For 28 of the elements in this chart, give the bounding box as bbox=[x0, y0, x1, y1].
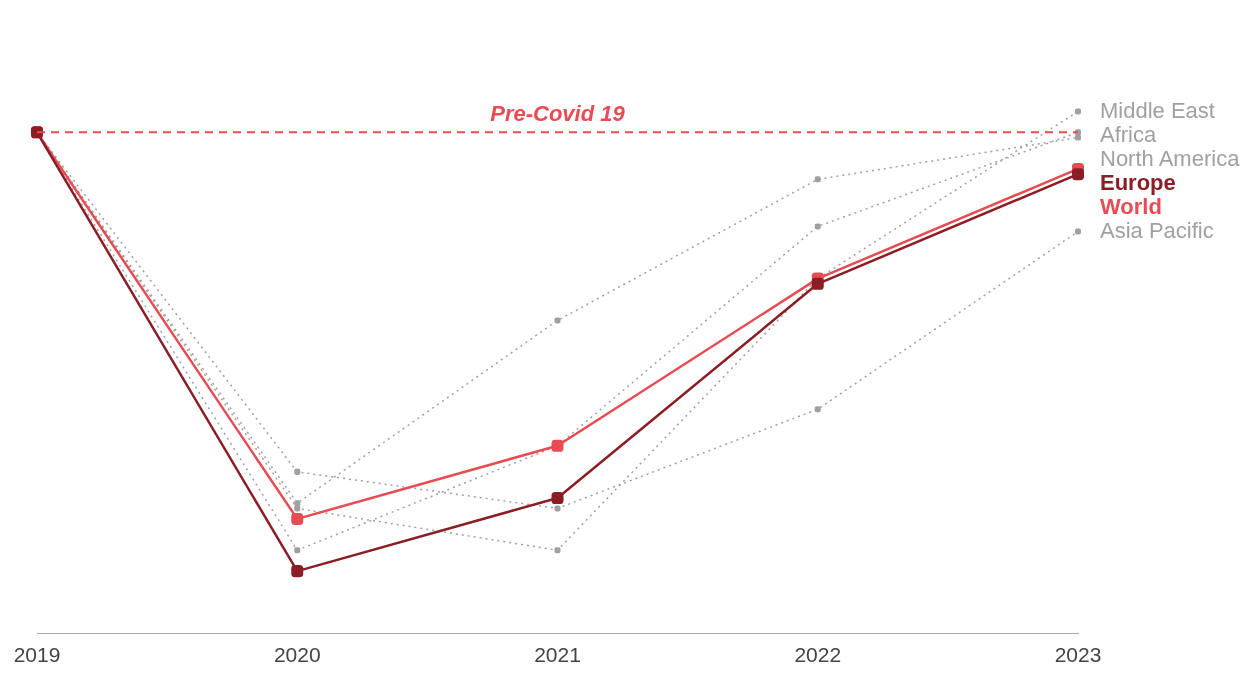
x-tick-label: 2022 bbox=[794, 643, 842, 667]
x-tick-label: 2019 bbox=[13, 643, 61, 667]
point bbox=[1075, 108, 1081, 115]
point bbox=[551, 491, 564, 504]
ref-line-label: Pre-Covid 19 bbox=[490, 101, 626, 127]
point bbox=[1071, 168, 1085, 181]
point bbox=[291, 512, 304, 525]
point bbox=[814, 223, 821, 230]
point bbox=[1075, 228, 1081, 235]
x-tick-label: 2021 bbox=[534, 643, 581, 667]
point bbox=[554, 505, 561, 512]
series-label: Asia Pacific bbox=[1100, 217, 1214, 243]
series-label: North America bbox=[1100, 145, 1241, 171]
point bbox=[554, 317, 561, 324]
x-tick-label: 2023 bbox=[1054, 643, 1102, 667]
point bbox=[814, 176, 821, 183]
point bbox=[294, 547, 301, 554]
point bbox=[294, 505, 301, 512]
point bbox=[294, 468, 301, 475]
point bbox=[291, 565, 304, 578]
point bbox=[811, 277, 824, 290]
series-label: Middle East bbox=[1100, 97, 1215, 123]
series-label: Europe bbox=[1100, 169, 1176, 195]
x-tick-label: 2020 bbox=[273, 643, 321, 667]
point bbox=[554, 547, 561, 554]
point bbox=[1075, 134, 1081, 141]
series-label: Africa bbox=[1100, 121, 1157, 147]
point bbox=[814, 406, 821, 413]
